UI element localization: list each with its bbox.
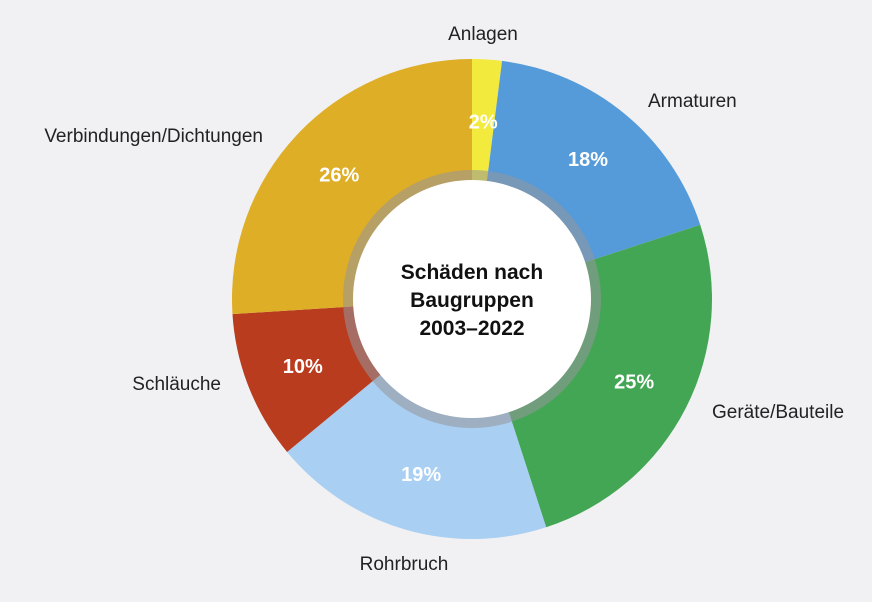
percent-label: 26% [319, 164, 359, 186]
percent-labels-group: 2% 18% 25% 19% 10% 26% [283, 111, 655, 485]
category-label: Rohrbruch [360, 554, 449, 575]
category-labels-group: Anlagen Armaturen Geräte/Bauteile Rohrbruch… [44, 24, 844, 575]
percent-label: 10% [283, 356, 323, 378]
category-label: Schläuche [132, 374, 221, 395]
percent-label: 19% [401, 464, 441, 486]
center-title-line-1: Schäden nach [401, 261, 543, 284]
percent-label: 18% [568, 149, 608, 171]
center-disc [353, 180, 591, 418]
category-label: Anlagen [448, 24, 518, 45]
category-label: Geräte/Bauteile [712, 402, 844, 423]
percent-label: 2% [469, 111, 498, 133]
percent-label: 25% [614, 372, 654, 394]
center-title-line-2: Baugruppen [410, 289, 534, 312]
center-title-line-3: 2003–2022 [419, 317, 524, 340]
category-label: Verbindungen/Dichtungen [44, 126, 263, 147]
category-label: Armaturen [648, 91, 737, 112]
center-group: Schäden nach Baugruppen 2003–2022 [343, 170, 601, 428]
